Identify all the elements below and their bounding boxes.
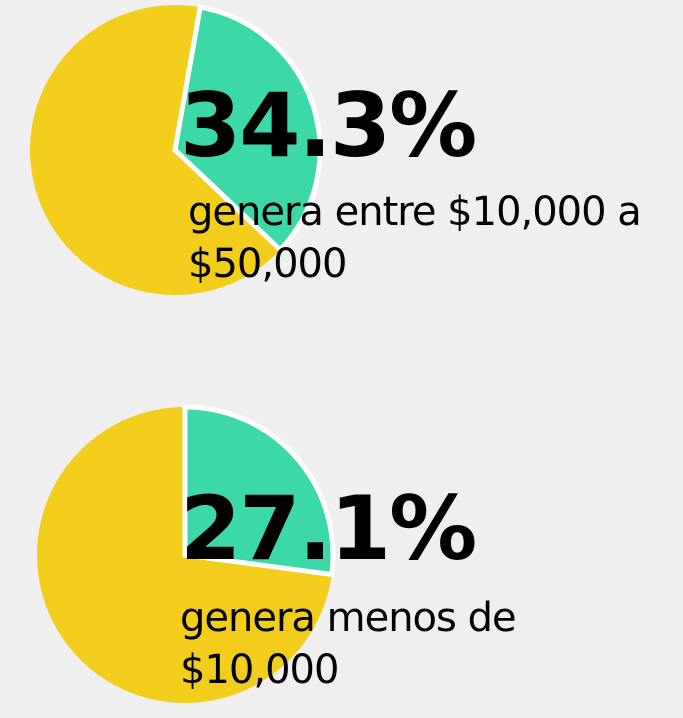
subtitle: genera entre $10,000 a $50,000 <box>188 189 642 287</box>
value-label: 34.3% <box>180 74 477 177</box>
value-label: 27.1% <box>180 477 477 580</box>
subtitle: genera menos de $10,000 <box>180 595 517 693</box>
pie-slice <box>172 4 323 254</box>
pie-slice <box>182 404 336 578</box>
